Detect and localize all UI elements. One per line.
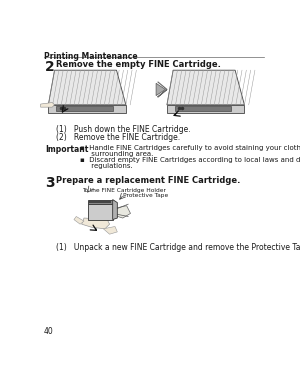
Text: Printing Maintenance: Printing Maintenance xyxy=(44,52,137,61)
Polygon shape xyxy=(156,83,165,96)
Text: Prepare a replacement FINE Cartridge.: Prepare a replacement FINE Cartridge. xyxy=(56,176,241,185)
Polygon shape xyxy=(48,105,126,113)
Polygon shape xyxy=(89,200,111,203)
Polygon shape xyxy=(175,106,231,111)
Polygon shape xyxy=(48,70,126,105)
Text: ▪  Discard empty FINE Cartridges according to local laws and disposal: ▪ Discard empty FINE Cartridges accordin… xyxy=(80,157,300,163)
Polygon shape xyxy=(167,70,244,105)
Polygon shape xyxy=(113,206,130,218)
Text: (1)   Unpack a new FINE Cartridge and remove the Protective Tape gently.: (1) Unpack a new FINE Cartridge and remo… xyxy=(56,244,300,252)
Text: 40: 40 xyxy=(44,327,53,336)
Text: 2: 2 xyxy=(45,60,55,74)
Text: ▪  Handle FINE Cartridges carefully to avoid staining your clothes or: ▪ Handle FINE Cartridges carefully to av… xyxy=(80,145,300,151)
Polygon shape xyxy=(74,217,84,224)
Polygon shape xyxy=(82,218,110,229)
Text: To the FINE Cartridge Holder: To the FINE Cartridge Holder xyxy=(82,188,166,193)
Text: Remove the empty FINE Cartridge.: Remove the empty FINE Cartridge. xyxy=(56,60,221,69)
Polygon shape xyxy=(56,106,113,111)
Polygon shape xyxy=(88,204,113,220)
Text: Important: Important xyxy=(45,145,88,154)
Polygon shape xyxy=(167,105,244,113)
Polygon shape xyxy=(103,227,117,234)
Text: regulations.: regulations. xyxy=(80,163,133,169)
Text: (2)   Remove the FINE Cartridge.: (2) Remove the FINE Cartridge. xyxy=(56,132,180,142)
Text: 3: 3 xyxy=(45,176,55,190)
Polygon shape xyxy=(113,200,117,220)
Text: surrounding area.: surrounding area. xyxy=(80,151,154,157)
Text: Protective Tape: Protective Tape xyxy=(123,193,168,198)
Polygon shape xyxy=(40,103,55,107)
Text: (1)   Push down the FINE Cartridge.: (1) Push down the FINE Cartridge. xyxy=(56,125,191,134)
Polygon shape xyxy=(88,200,113,204)
